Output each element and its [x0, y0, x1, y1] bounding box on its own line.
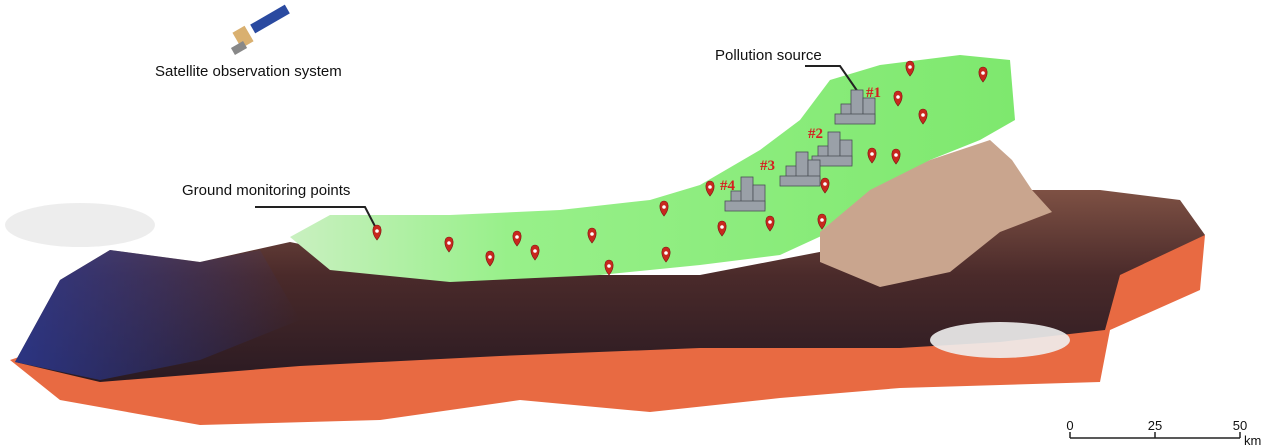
pin-dot [921, 113, 925, 117]
building [780, 176, 820, 186]
pin-dot [708, 185, 712, 189]
pin-dot [533, 249, 537, 253]
cloud [5, 203, 155, 247]
pin-dot [870, 152, 874, 156]
scale-label: 0 [1066, 418, 1073, 433]
source-label: #3 [760, 158, 775, 174]
scale-label: 25 [1148, 418, 1162, 433]
source-label: #1 [866, 85, 881, 101]
page: Satellite observation system Pollution s… [0, 0, 1267, 447]
pin-dot [908, 65, 912, 69]
pin-dot [720, 225, 724, 229]
pin-dot [768, 220, 772, 224]
pin-dot [823, 182, 827, 186]
map: Satellite observation system Pollution s… [0, 0, 1267, 447]
source-label: #2 [808, 126, 823, 142]
cloud [930, 322, 1070, 358]
ground-monitoring-label: Ground monitoring points [182, 182, 350, 199]
pin-dot [488, 255, 492, 259]
pin-dot [607, 264, 611, 268]
pin-dot [896, 95, 900, 99]
pin-dot [515, 235, 519, 239]
building [725, 201, 765, 211]
pin-dot [820, 218, 824, 222]
pollution-source-label: Pollution source [715, 47, 822, 64]
pin-dot [664, 251, 668, 255]
pin-dot [894, 153, 898, 157]
satellite-label: Satellite observation system [155, 63, 342, 80]
pin-dot [375, 229, 379, 233]
source-label: #4 [720, 178, 736, 194]
satellite-icon [231, 5, 290, 55]
pin-dot [447, 241, 451, 245]
building [835, 114, 875, 124]
scale-label: 50 [1233, 418, 1247, 433]
pin-dot [662, 205, 666, 209]
pin-dot [590, 232, 594, 236]
pin-dot [981, 71, 985, 75]
scale-unit: km [1244, 433, 1261, 447]
